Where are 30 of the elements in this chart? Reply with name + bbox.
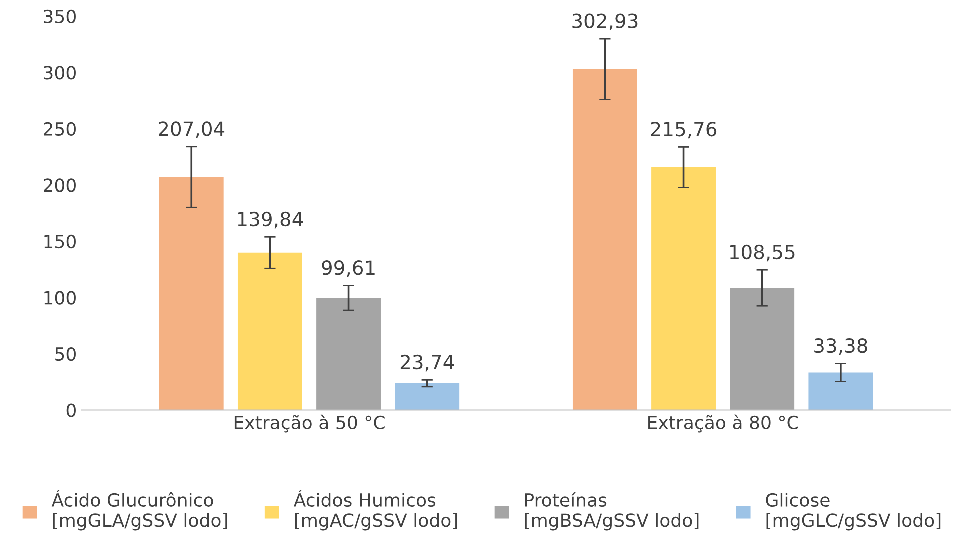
- data-label: 215,76: [651, 122, 717, 139]
- legend-label: Ácidos Humicos [mgAC/gSSV lodo]: [294, 490, 458, 531]
- legend-label: Glicose [mgGLC/gSSV lodo]: [766, 493, 941, 531]
- y-tick-label: 0: [66, 404, 76, 418]
- data-label: 33,38: [814, 338, 868, 356]
- x-tick-label: Extração à 80 °C: [648, 414, 798, 433]
- bar: [652, 167, 716, 410]
- data-label: 108,55: [730, 244, 795, 262]
- bar: [730, 288, 795, 410]
- y-tick-label: 350: [44, 10, 76, 24]
- data-label: 302,93: [572, 14, 638, 30]
- y-tick-label: 300: [44, 66, 76, 80]
- y-tick-label: 200: [44, 178, 76, 192]
- bar: [316, 298, 381, 410]
- data-label: 207,04: [159, 122, 225, 138]
- y-tick-label: 50: [56, 347, 76, 362]
- x-tick-label: Extração à 50 °C: [234, 414, 385, 433]
- bar: [572, 69, 638, 410]
- data-label: 23,74: [400, 354, 454, 372]
- data-label: 139,84: [238, 212, 304, 229]
- legend-label: Ácido Glucurônico [mgGLA/gSSV lodo]: [52, 490, 228, 531]
- bar: [159, 177, 224, 410]
- bar: [395, 384, 460, 410]
- bar: [808, 372, 874, 410]
- y-tick-label: 250: [44, 122, 76, 136]
- data-label: 99,61: [322, 260, 375, 278]
- y-tick-label: 100: [44, 291, 76, 305]
- legend-label: Proteínas [mgBSA/gSSV lodo]: [525, 492, 699, 531]
- y-tick-label: 150: [44, 234, 76, 249]
- bar: [238, 252, 302, 410]
